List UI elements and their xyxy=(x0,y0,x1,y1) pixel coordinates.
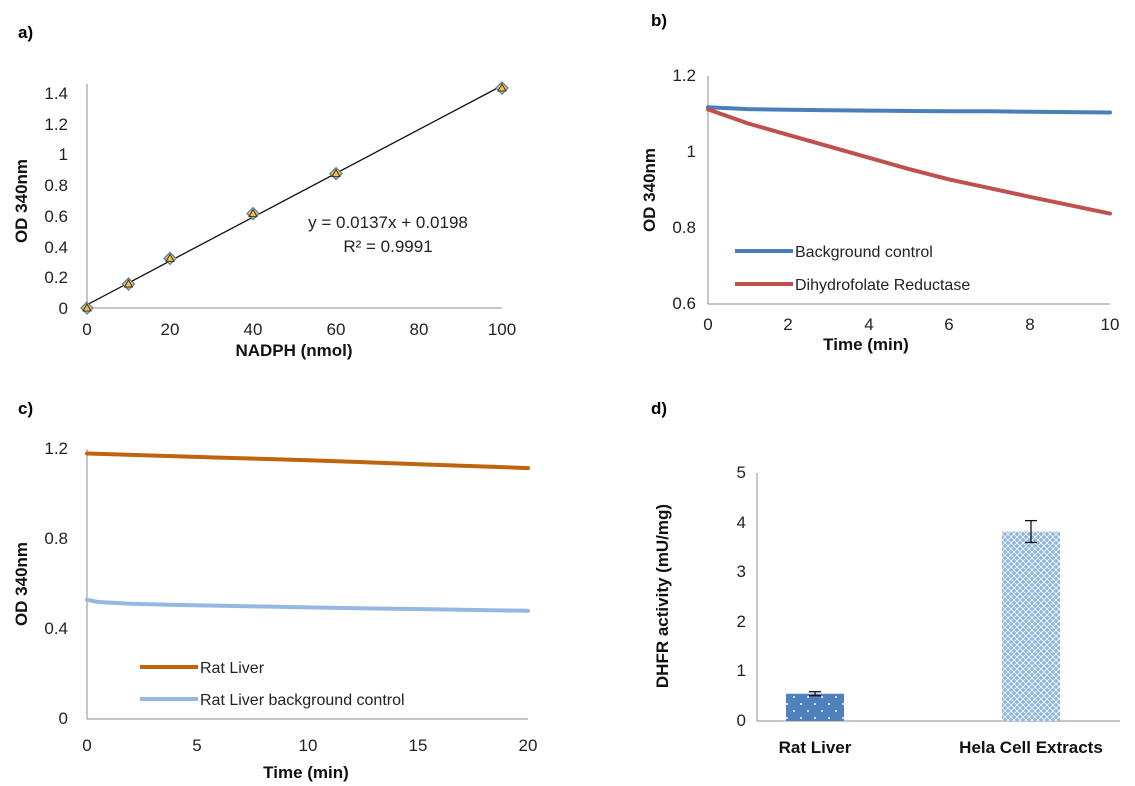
xtick-label: 5 xyxy=(192,736,201,755)
ytick-label: 0.6 xyxy=(672,294,696,313)
category-label: Rat Liver xyxy=(779,738,852,757)
series-line xyxy=(706,107,1112,216)
legend-label: Background control xyxy=(795,244,933,261)
panel-c-ylabel: OD 340nm xyxy=(12,542,31,626)
xtick-label: 40 xyxy=(244,320,263,339)
data-point-triangle xyxy=(82,302,92,312)
panel-a-ylabel: OD 340nm xyxy=(12,159,31,243)
ytick-label: 0.8 xyxy=(44,529,68,548)
ytick-label: 0.8 xyxy=(672,218,696,237)
series-line xyxy=(85,451,530,471)
data-point-triangle xyxy=(331,168,341,178)
xtick-label: 80 xyxy=(410,320,429,339)
xtick-label: 2 xyxy=(783,315,792,334)
bar xyxy=(786,693,844,721)
xtick-label: 15 xyxy=(409,736,428,755)
panel-c-xlabel: Time (min) xyxy=(263,763,349,782)
panel-b-legend: Background control Dihydrofolate Reducta… xyxy=(735,244,970,294)
xtick-label: 0 xyxy=(703,315,712,334)
ytick-label: 0.4 xyxy=(44,619,68,638)
data-point-triangle xyxy=(497,82,507,92)
ytick-label: 0.4 xyxy=(44,238,68,257)
ytick-label: 0 xyxy=(59,299,68,318)
ytick-label: 0.2 xyxy=(44,268,68,287)
ytick-label: 1.2 xyxy=(672,66,696,85)
xtick-label: 60 xyxy=(327,320,346,339)
trendline xyxy=(86,85,503,306)
series-line xyxy=(85,597,530,613)
panel-c-xtick-labels: 0 5 10 15 20 xyxy=(82,736,537,755)
ytick-label: 5 xyxy=(737,463,746,482)
xtick-label: 0 xyxy=(82,320,91,339)
xtick-label: 10 xyxy=(1101,315,1120,334)
ytick-label: 0.8 xyxy=(44,176,68,195)
panel-a-label: a) xyxy=(18,23,33,42)
xtick-label: 10 xyxy=(299,736,318,755)
panel-c-ytick-labels: 0 0.4 0.8 1.2 xyxy=(44,439,68,728)
panel-b-label: b) xyxy=(651,11,667,30)
panel-a-xlabel: NADPH (nmol) xyxy=(235,341,352,360)
ytick-label: 1.2 xyxy=(44,439,68,458)
ytick-label: 1.4 xyxy=(44,84,68,103)
panel-b: b) 0.6 0.8 1 1.2 0 2 4 6 8 10 Time (min)… xyxy=(640,11,1119,354)
series-line xyxy=(706,105,1112,115)
ytick-label: 1 xyxy=(59,145,68,164)
panel-a-r-squared: R² = 0.9991 xyxy=(343,237,432,256)
xtick-label: 6 xyxy=(944,315,953,334)
panel-a-xtick-labels: 0 20 40 60 80 100 xyxy=(82,320,516,339)
ytick-label: 0 xyxy=(737,711,746,730)
ytick-label: 0.6 xyxy=(44,207,68,226)
legend-label: Rat Liver background control xyxy=(200,692,405,709)
xtick-label: 0 xyxy=(82,736,91,755)
legend-label: Rat Liver xyxy=(200,660,265,677)
bar xyxy=(1002,531,1060,721)
panel-c-legend: Rat Liver Rat Liver background control xyxy=(140,660,405,709)
panel-b-ylabel: OD 340nm xyxy=(640,148,659,232)
category-label: Hela Cell Extracts xyxy=(959,738,1103,757)
ytick-label: 2 xyxy=(737,612,746,631)
panel-d: d) 0 1 2 3 4 5 Rat Liver Hela Cell Extra… xyxy=(651,399,1120,757)
ytick-label: 0 xyxy=(59,709,68,728)
panel-d-label: d) xyxy=(651,399,667,418)
xtick-label: 20 xyxy=(519,736,538,755)
xtick-label: 100 xyxy=(488,320,516,339)
panel-c: c) 0 0.4 0.8 1.2 0 5 10 15 20 Time (min)… xyxy=(12,399,537,782)
xtick-label: 20 xyxy=(161,320,180,339)
ytick-label: 4 xyxy=(737,513,746,532)
xtick-label: 8 xyxy=(1025,315,1034,334)
legend-label: Dihydrofolate Reductase xyxy=(795,277,970,294)
ytick-label: 1.2 xyxy=(44,115,68,134)
panel-d-ytick-labels: 0 1 2 3 4 5 xyxy=(737,463,746,730)
data-point-triangle xyxy=(123,278,134,288)
panel-d-ylabel: DHFR activity (mU/mg) xyxy=(653,504,672,688)
panel-c-label: c) xyxy=(18,399,33,418)
panel-b-xlabel: Time (min) xyxy=(823,335,909,354)
xtick-label: 4 xyxy=(864,315,873,334)
panel-a-equation: y = 0.0137x + 0.0198 xyxy=(308,213,468,232)
panel-b-ytick-labels: 0.6 0.8 1 1.2 xyxy=(672,66,696,313)
data-point-triangle xyxy=(248,208,258,218)
data-point-triangle xyxy=(165,253,175,262)
ytick-label: 1 xyxy=(737,661,746,680)
panel-a: a) 0 0.2 0.4 0.6 0.8 1 1.2 1.4 0 20 40 6… xyxy=(12,23,516,360)
ytick-label: 1 xyxy=(687,142,696,161)
ytick-label: 3 xyxy=(737,562,746,581)
panel-a-ytick-labels: 0 0.2 0.4 0.6 0.8 1 1.2 1.4 xyxy=(44,84,68,318)
panel-b-xtick-labels: 0 2 4 6 8 10 xyxy=(703,315,1119,334)
